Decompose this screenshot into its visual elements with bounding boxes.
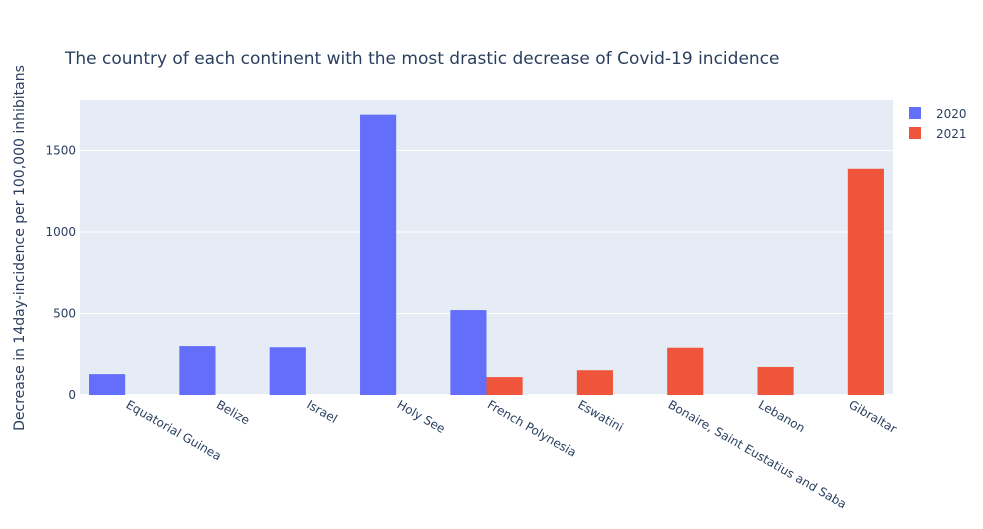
bar-2021 [757,366,794,395]
legend: 2020 2021 [909,107,967,141]
bar-2021 [847,168,884,395]
y-axis-ticks: 0 500 1000 1500 [45,144,76,402]
y-tick-label: 1000 [45,225,76,239]
x-tick-label: Israel [304,397,339,426]
bar-2020 [450,310,487,395]
x-tick-label: Gibraltar [846,397,899,436]
x-tick-label: Belize [214,397,252,427]
y-tick-label: 500 [53,307,76,321]
chart-title: The country of each continent with the m… [64,49,779,69]
y-axis-label: Decrease in 14day-incidence per 100,000 … [12,65,28,431]
legend-swatch [909,127,921,139]
x-tick-label: Eswatini [575,397,625,434]
bar-2021 [667,347,704,395]
x-tick-label: Equatorial Guinea [124,397,224,463]
bar-2020 [179,346,216,395]
bar-2021 [486,377,523,395]
bars [89,114,884,395]
y-tick-label: 0 [68,388,76,402]
legend-label: 2021 [936,127,967,141]
x-tick-label: French Polynesia [485,397,579,459]
x-tick-label: Holy See [395,397,448,436]
legend-label: 2020 [936,107,967,121]
bar-2020 [269,347,306,395]
bar-2020 [360,114,397,395]
x-tick-label: Lebanon [756,397,808,435]
y-tick-label: 1500 [45,144,76,158]
bar-2020 [89,374,126,395]
legend-swatch [909,107,921,119]
bar-2021 [576,370,613,395]
x-tick-label: Bonaire, Saint Eustatius and Saba [666,397,849,511]
